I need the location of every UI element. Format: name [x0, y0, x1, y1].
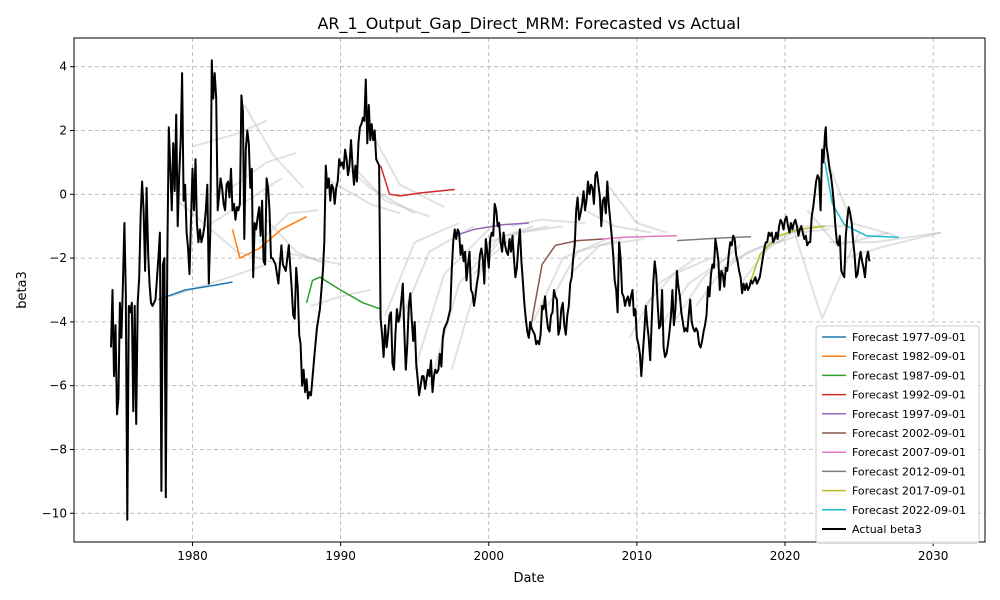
- background-forecast-line: [762, 228, 830, 253]
- background-forecast-line: [606, 184, 667, 234]
- y-tick-label: −8: [49, 442, 67, 456]
- x-tick-label: 1990: [325, 549, 356, 563]
- legend-label: Actual beta3: [852, 523, 922, 536]
- forecast-line: [454, 222, 529, 237]
- background-forecast-line: [258, 209, 319, 243]
- forecast-series: [158, 162, 900, 338]
- background-forecast-line: [584, 209, 652, 234]
- x-tick-label: 2020: [770, 549, 801, 563]
- background-forecast-line: [739, 231, 808, 285]
- y-tick-label: 4: [59, 60, 67, 74]
- background-forecast-line: [643, 257, 712, 307]
- background-forecast-line: [547, 238, 623, 307]
- background-forecast-line: [488, 225, 563, 259]
- legend-label: Forecast 1992-09-01: [852, 389, 966, 402]
- legend-label: Forecast 2017-09-01: [852, 485, 966, 498]
- legend-label: Forecast 2012-09-01: [852, 465, 966, 478]
- forecast-line: [305, 276, 381, 310]
- x-tick-label: 1980: [177, 549, 208, 563]
- actual-line: [110, 59, 871, 521]
- background-forecast-line: [177, 199, 282, 266]
- y-tick-label: −4: [49, 315, 67, 329]
- x-axis: 1980 1990 2000 2010 2020 2030: [177, 542, 948, 563]
- background-forecast-line: [325, 177, 401, 215]
- forecast-line: [602, 235, 677, 240]
- legend-label: Forecast 1997-09-01: [852, 408, 966, 421]
- forecast-line: [231, 215, 307, 259]
- background-forecast-line: [806, 209, 889, 247]
- forecast-line: [379, 165, 455, 197]
- y-tick-label: −10: [42, 506, 67, 520]
- y-tick-label: −6: [49, 379, 67, 393]
- x-tick-label: 2000: [473, 549, 504, 563]
- background-forecast-line: [791, 225, 861, 320]
- background-forecast-line: [628, 257, 697, 339]
- background-forecast-line: [450, 225, 534, 370]
- background-forecast-line: [769, 225, 845, 244]
- y-axis: −10 −8 −6 −4 −2 0 2 4: [42, 60, 74, 520]
- y-tick-label: −2: [49, 251, 67, 265]
- background-forecast-line: [354, 168, 430, 218]
- background-forecast-line: [243, 104, 305, 189]
- background-forecast-line: [413, 228, 490, 370]
- background-forecast-line: [369, 130, 445, 208]
- x-tick-label: 2030: [918, 549, 949, 563]
- y-axis-title: beta3: [15, 271, 30, 309]
- background-forecast-line: [339, 161, 416, 215]
- plot-frame: [73, 37, 986, 543]
- background-forecasts: [169, 104, 941, 386]
- legend-label: Forecast 2022-09-01: [852, 504, 966, 517]
- background-forecast-line: [532, 238, 608, 323]
- background-forecast-line: [192, 119, 267, 148]
- y-tick-label: 2: [59, 124, 67, 138]
- background-forecast-line: [695, 241, 771, 307]
- chart-title: AR_1_Output_Gap_Direct_MRM: Forecasted v…: [317, 14, 740, 34]
- legend: Forecast 1977-09-01 Forecast 1982-09-01 Fo…: [815, 325, 980, 544]
- legend-label: Forecast 2007-09-01: [852, 446, 966, 459]
- legend-label: Forecast 2002-09-01: [852, 427, 966, 440]
- legend-label: Forecast 1987-09-01: [852, 369, 966, 382]
- legend-label: Forecast 1982-09-01: [852, 350, 966, 363]
- forecast-line: [158, 281, 233, 301]
- background-forecast-line: [829, 231, 941, 244]
- actual-series: [110, 59, 871, 521]
- forecast-line: [528, 238, 603, 338]
- background-forecast-line: [265, 219, 327, 266]
- background-forecast-line: [844, 231, 941, 260]
- forecast-line: [676, 235, 752, 242]
- legend-label: Forecast 1977-09-01: [852, 331, 966, 344]
- forecast-line: [824, 162, 900, 239]
- background-forecast-line: [221, 151, 297, 196]
- background-forecast-line: [281, 250, 341, 266]
- x-axis-title: Date: [513, 571, 544, 586]
- background-forecast-line: [569, 238, 645, 275]
- y-tick-label: 0: [59, 187, 67, 201]
- legend-box: [815, 325, 980, 544]
- background-forecast-line: [384, 222, 460, 316]
- x-tick-label: 2010: [622, 549, 653, 563]
